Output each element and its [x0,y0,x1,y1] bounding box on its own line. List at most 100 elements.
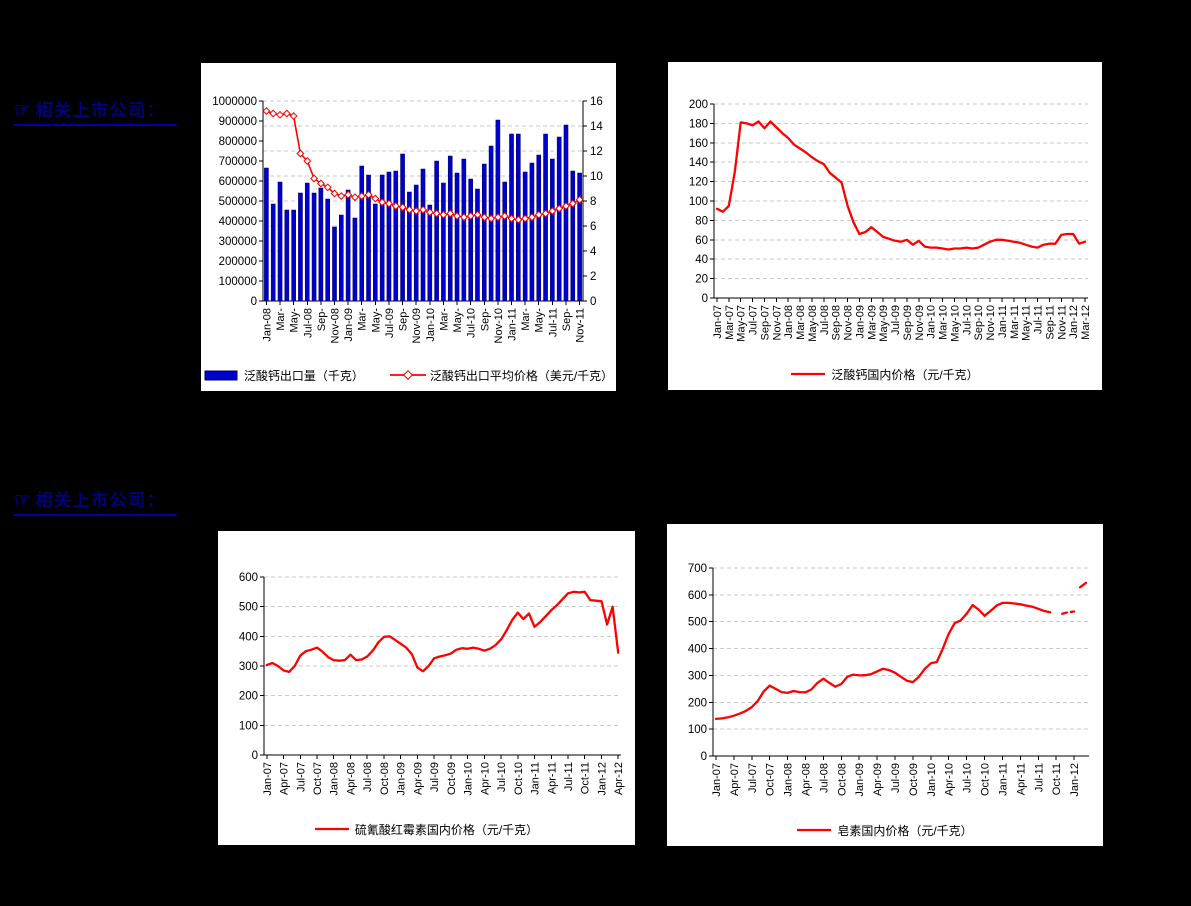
svg-text:80: 80 [695,215,708,227]
svg-text:Apr-10: Apr-10 [944,763,956,796]
svg-text:Jul-10: Jul-10 [496,762,508,792]
svg-text:Nov-07: Nov-07 [771,305,783,340]
line-swatch-icon [797,828,832,832]
svg-text:Oct-11: Oct-11 [580,762,592,794]
svg-text:Nov-10: Nov-10 [985,305,997,340]
svg-text:Jan-10: Jan-10 [926,305,938,339]
svg-text:Jan-08: Jan-08 [783,763,795,797]
svg-text:Oct-07: Oct-07 [312,762,324,795]
svg-text:Jan-09: Jan-09 [396,762,408,796]
svg-text:8: 8 [590,196,596,208]
svg-text:Oct-10: Oct-10 [980,763,992,796]
svg-text:Jan-08: Jan-08 [329,762,341,796]
legend-label: 泛酸钙国内价格（元/千克） [831,367,979,382]
svg-text:0: 0 [701,751,707,763]
svg-text:Apr-09: Apr-09 [412,762,424,795]
svg-text:200000: 200000 [219,256,257,268]
svg-text:Sep-11: Sep-11 [1044,305,1056,340]
svg-text:Jan-09: Jan-09 [854,763,866,797]
chart-panel-pantothenate-export: 0 100000 200000 300000 400000 500000 600000 700… [201,63,616,391]
svg-text:Mar-: Mar- [357,308,369,331]
svg-text:Nov-11: Nov-11 [1056,305,1068,340]
svg-text:Jan-10: Jan-10 [425,308,437,342]
svg-text:Jul-07: Jul-07 [747,763,759,793]
svg-text:0: 0 [702,293,708,305]
svg-text:14: 14 [590,121,603,133]
svg-text:Oct-08: Oct-08 [836,763,848,796]
svg-text:Sep-: Sep- [479,308,491,332]
svg-text:300: 300 [688,670,707,682]
legend-item: 泛酸钙出口量（千克） [204,367,364,384]
svg-text:May-: May- [534,308,546,333]
svg-text:400: 400 [688,644,707,656]
svg-text:0: 0 [251,296,257,308]
svg-text:Jul-08: Jul-08 [818,763,830,793]
svg-text:100: 100 [239,720,258,732]
svg-text:Mar-07: Mar-07 [724,305,736,340]
svg-text:400: 400 [239,631,258,643]
svg-text:800000: 800000 [219,136,257,148]
svg-text:Jul-08: Jul-08 [819,305,831,335]
svg-text:700000: 700000 [219,156,257,168]
svg-text:Jan-11: Jan-11 [507,308,519,341]
pantothenate-export-chart: 0 100000 200000 300000 400000 500000 600000 700… [212,96,603,343]
svg-text:100000: 100000 [219,276,257,288]
svg-text:Apr-11: Apr-11 [1015,763,1027,795]
legend-label: 泛酸钙出口量（千克） [243,368,364,383]
svg-text:Nov-11: Nov-11 [575,308,587,343]
svg-text:Nov-09: Nov-09 [914,305,926,340]
svg-text:900000: 900000 [219,116,257,128]
svg-text:Jan-07: Jan-07 [262,762,274,796]
svg-text:Jul-08: Jul-08 [302,308,314,338]
line-diamond-swatch-icon [389,370,426,380]
svg-text:May-10: May-10 [949,305,961,342]
svg-text:Oct-09: Oct-09 [446,762,458,795]
svg-text:Nov-08: Nov-08 [843,305,855,340]
svg-text:May-: May- [370,308,382,333]
svg-text:600: 600 [239,572,258,584]
svg-text:100: 100 [689,196,708,208]
svg-text:2: 2 [590,271,596,283]
svg-text:200: 200 [689,99,708,111]
svg-text:Jul-10: Jul-10 [466,308,478,338]
svg-text:Jul-09: Jul-09 [890,305,902,335]
svg-text:Nov-10: Nov-10 [493,308,505,343]
svg-text:Mar-: Mar- [438,308,450,331]
svg-text:Jan-12: Jan-12 [1069,763,1081,797]
svg-text:16: 16 [590,96,603,108]
svg-text:May-: May- [452,308,464,333]
svg-text:Jul-11: Jul-11 [1033,305,1045,334]
svg-text:500: 500 [239,602,258,614]
svg-text:20: 20 [695,274,708,286]
svg-text:Jan-12: Jan-12 [1068,305,1080,339]
svg-text:500: 500 [688,617,707,629]
svg-text:Jan-10: Jan-10 [463,762,475,796]
svg-text:40: 40 [695,254,708,266]
svg-text:Jul-09: Jul-09 [890,763,902,793]
erythromycin-thiocyanate-price-chart: 0 100 200 300 400 500 600 Jan-07 Apr-07 Jul-07 Oct… [239,572,625,796]
svg-text:Apr-08: Apr-08 [345,762,357,795]
svg-text:Jul-08: Jul-08 [362,762,374,792]
chart-panel-saponin-price: 0 100 200 300 400 500 600 700 Jan-07 Apr-07 Jul-07… [667,524,1103,846]
svg-text:Mar-12: Mar-12 [1080,305,1092,340]
svg-text:Mar-08: Mar-08 [795,305,807,340]
svg-text:Nov-08: Nov-08 [329,308,341,343]
svg-text:Jul-11: Jul-11 [1033,763,1045,792]
svg-text:300: 300 [239,661,258,673]
svg-text:Mar-10: Mar-10 [938,305,950,340]
svg-text:60: 60 [695,235,708,247]
svg-text:6: 6 [590,221,596,233]
svg-text:May-07: May-07 [736,305,748,342]
svg-text:Jan-09: Jan-09 [343,308,355,342]
chart-legend: 皂素国内价格（元/千克） [667,814,1103,846]
svg-text:Mar-: Mar- [520,308,532,331]
svg-text:0: 0 [590,296,596,308]
saponin-price-chart: 0 100 200 300 400 500 600 700 Jan-07 Apr-07 Jul-07… [688,563,1089,797]
svg-text:Jul-11: Jul-11 [563,762,575,791]
svg-text:Sep-: Sep- [561,308,573,332]
line-swatch-icon [791,372,826,376]
svg-text:Jan-11: Jan-11 [997,763,1009,796]
svg-text:Jan-07: Jan-07 [711,763,723,797]
